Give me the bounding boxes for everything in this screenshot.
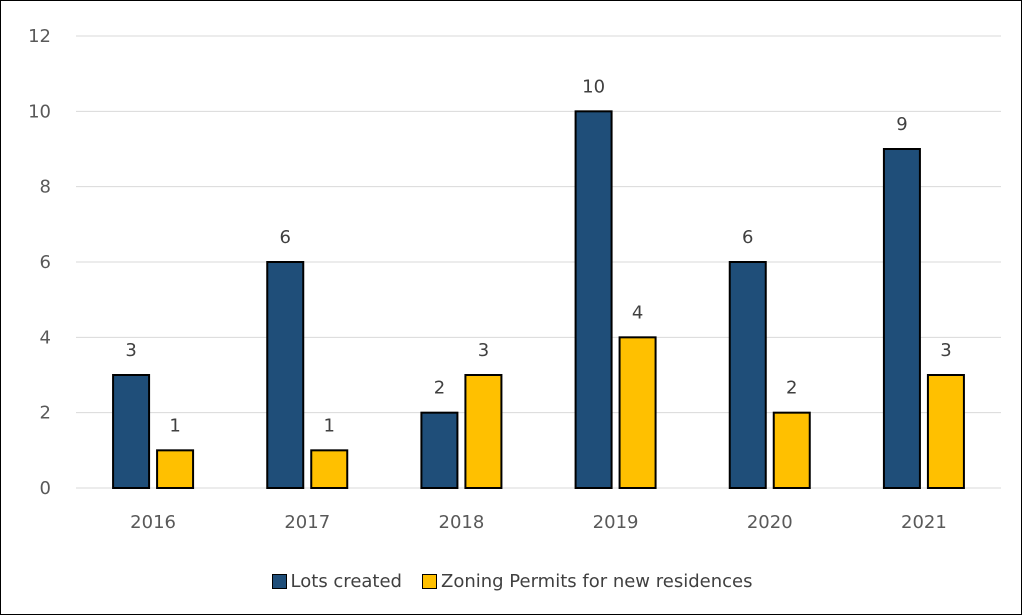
legend-item-lots-created: Lots created <box>271 570 402 592</box>
data-label-zoning-permits-2021: 3 <box>940 340 951 361</box>
y-tick-label: 12 <box>28 26 51 47</box>
x-tick-label-2016: 2016 <box>130 512 176 533</box>
bar-lots-created-2019 <box>574 110 613 489</box>
x-tick-label-2017: 2017 <box>284 512 330 533</box>
bar-zoning-permits-2017 <box>310 449 349 490</box>
legend-label-zoning-permits: Zoning Permits for new residences <box>440 570 753 592</box>
legend-label-lots-created: Lots created <box>290 570 402 592</box>
bar-lots-created-2018 <box>420 411 459 489</box>
data-label-zoning-permits-2016: 1 <box>169 415 180 436</box>
legend: Lots created Zoning Permits for new resi… <box>1 566 1022 596</box>
y-tick-label: 4 <box>40 327 51 348</box>
bar-zoning-permits-2019 <box>618 336 657 490</box>
y-tick-label: 2 <box>40 403 51 424</box>
data-label-lots-created-2020: 6 <box>742 227 753 248</box>
data-label-zoning-permits-2019: 4 <box>632 302 643 323</box>
x-tick-label-2021: 2021 <box>901 512 947 533</box>
data-label-zoning-permits-2017: 1 <box>324 415 335 436</box>
data-label-lots-created-2021: 9 <box>896 114 907 135</box>
data-label-zoning-permits-2020: 2 <box>786 378 797 399</box>
bar-lots-created-2021 <box>882 148 921 489</box>
data-label-zoning-permits-2018: 3 <box>478 340 489 361</box>
x-tick-label-2020: 2020 <box>747 512 793 533</box>
x-tick-label-2018: 2018 <box>439 512 485 533</box>
bar-zoning-permits-2021 <box>926 374 965 489</box>
bar-zoning-permits-2020 <box>772 411 811 489</box>
x-axis-ticks: 2016 2017 2018 2019 2020 2021 <box>130 512 947 533</box>
legend-swatch-zoning-permits <box>421 573 437 589</box>
y-tick-label: 6 <box>40 252 51 273</box>
data-label-lots-created-2018: 2 <box>434 378 445 399</box>
y-tick-label: 10 <box>28 101 51 122</box>
y-axis-ticks: 0 2 4 6 8 10 12 <box>28 26 51 499</box>
y-tick-label: 0 <box>40 478 51 499</box>
legend-item-zoning-permits: Zoning Permits for new residences <box>421 570 753 592</box>
bar-zoning-permits-2018 <box>464 374 503 489</box>
bar-zoning-permits-2016 <box>156 449 195 490</box>
bar-lots-created-2020 <box>728 261 767 489</box>
bar-lots-created-2016 <box>112 374 151 489</box>
y-tick-label: 8 <box>40 177 51 198</box>
data-labels: 3 1 6 1 2 3 10 4 6 2 9 3 <box>125 76 951 436</box>
data-label-lots-created-2019: 10 <box>582 76 605 97</box>
x-tick-label-2019: 2019 <box>593 512 639 533</box>
bar-lots-created-2017 <box>266 261 305 489</box>
data-label-lots-created-2016: 3 <box>125 340 136 361</box>
gridlines <box>76 35 1001 489</box>
data-label-lots-created-2017: 6 <box>280 227 291 248</box>
bars <box>112 110 965 490</box>
legend-swatch-lots-created <box>271 573 287 589</box>
